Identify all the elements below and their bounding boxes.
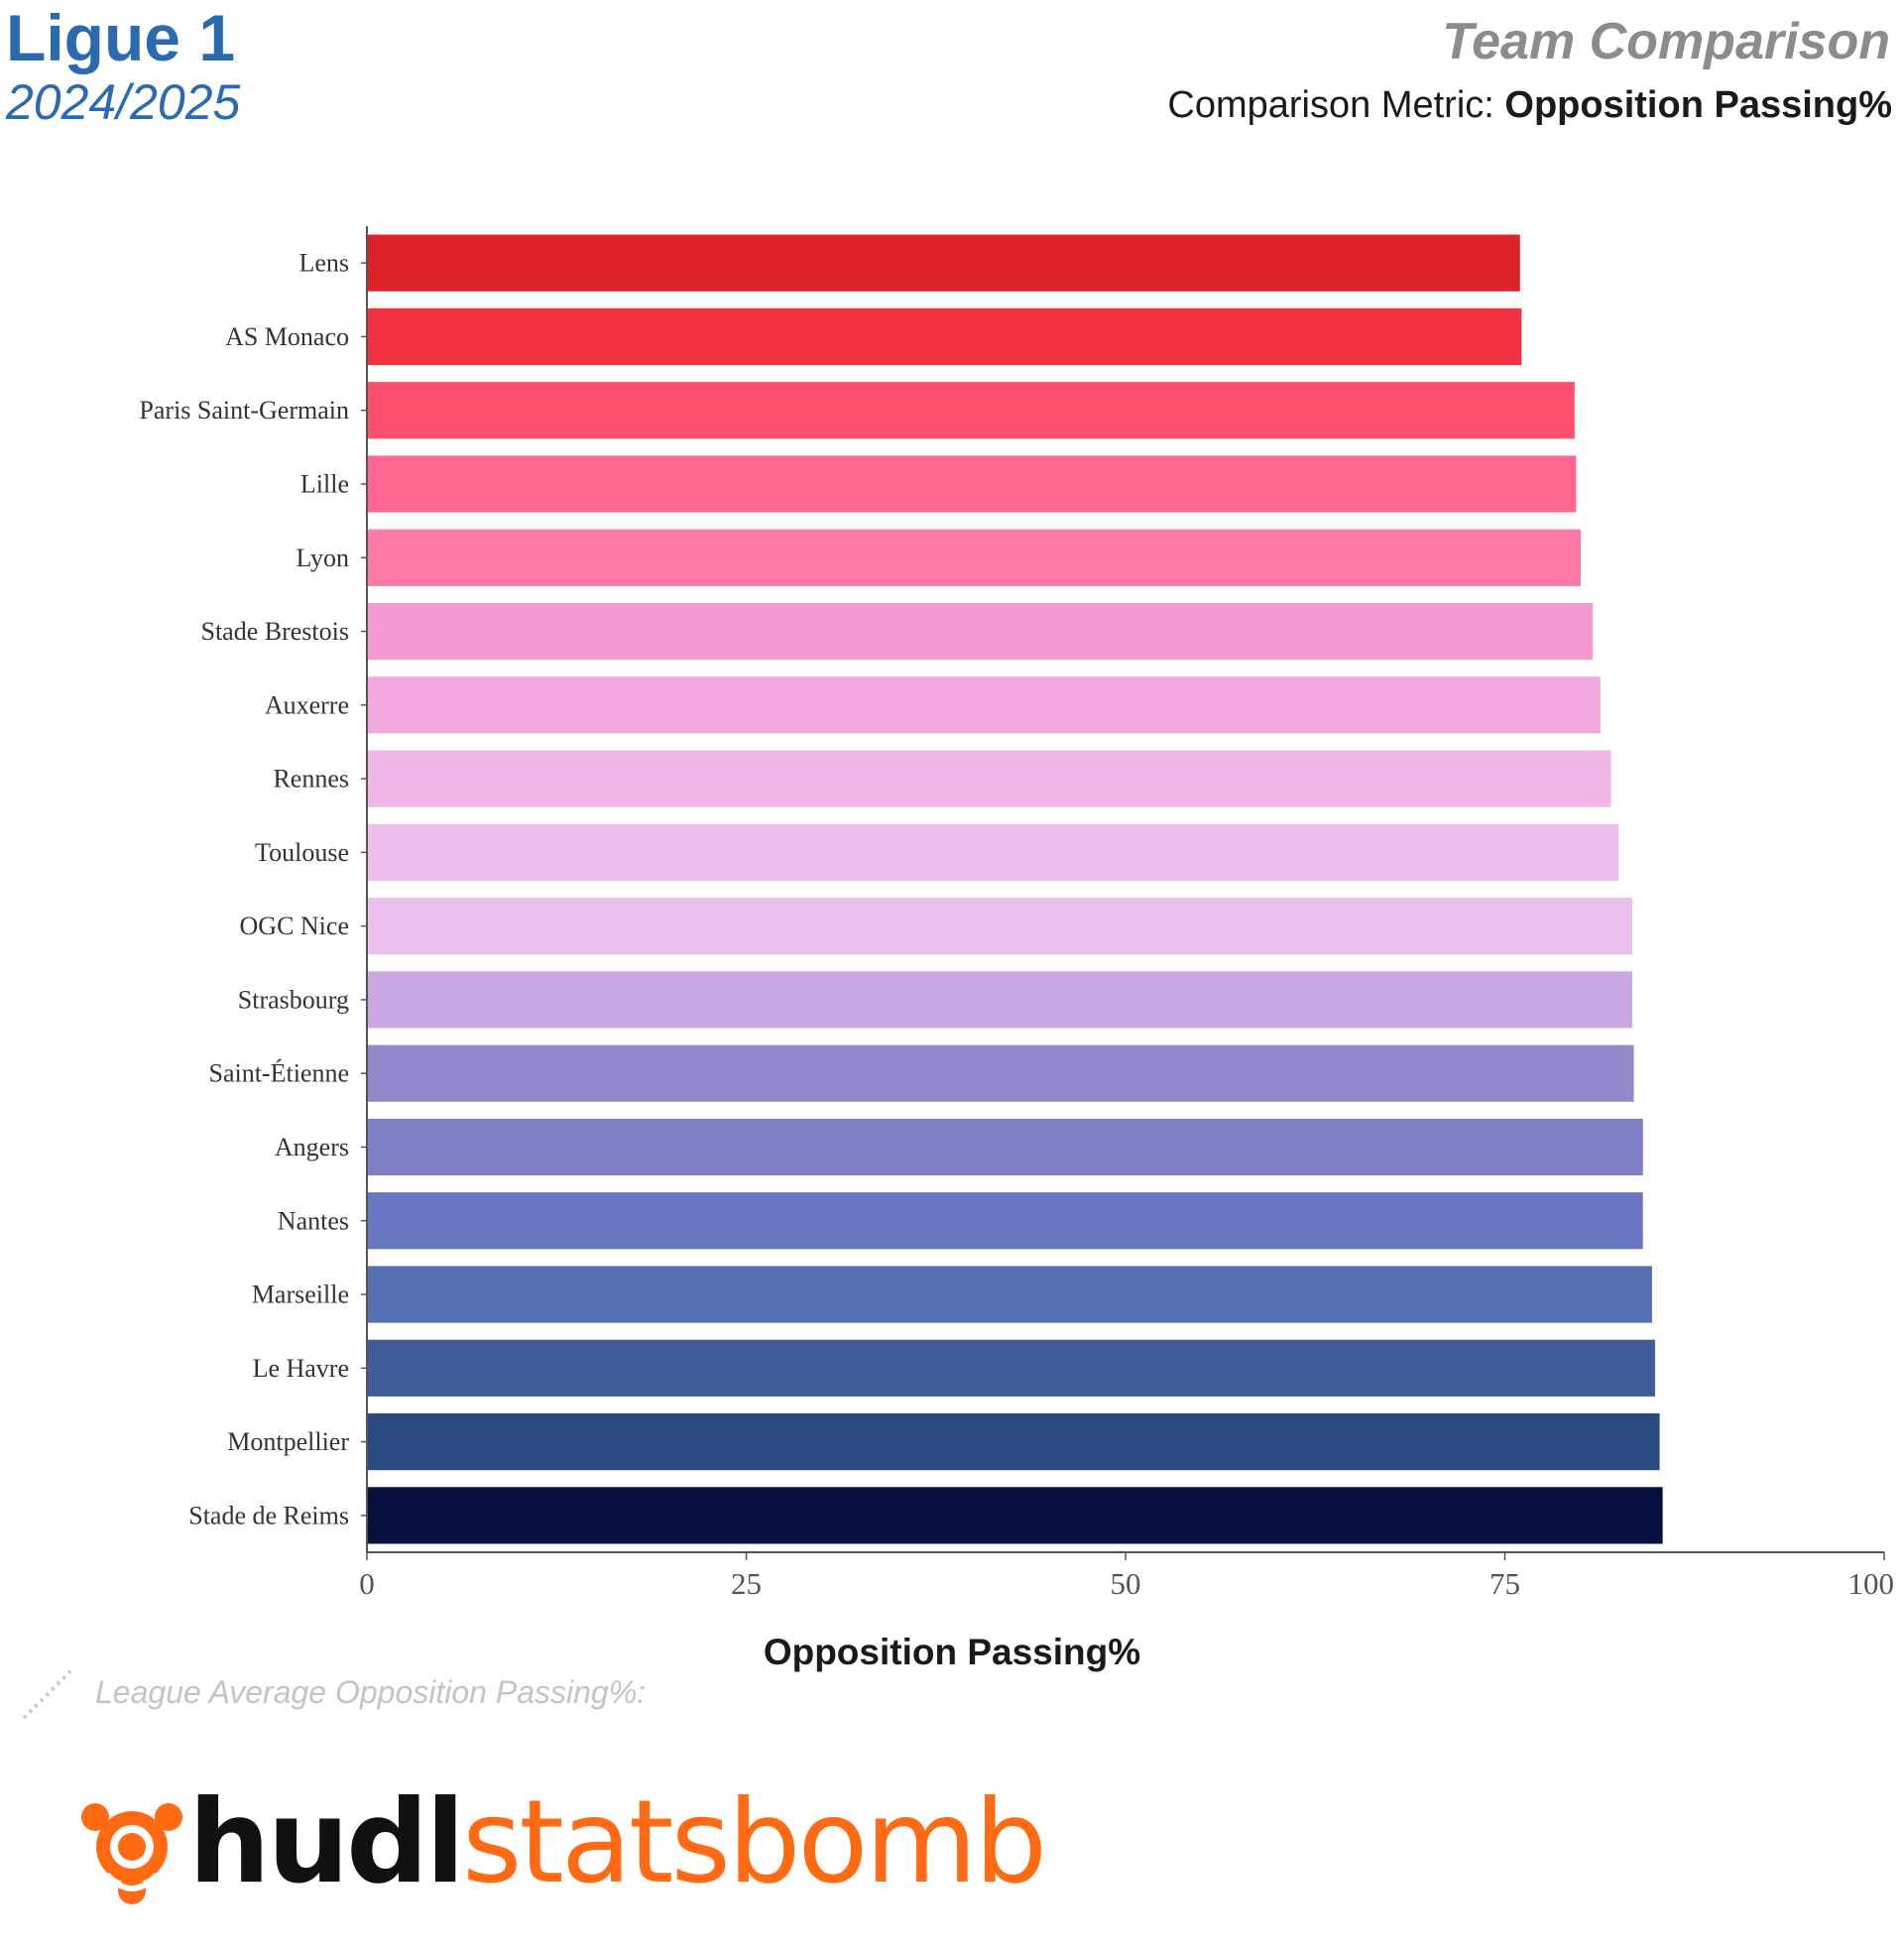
category-label: AS Monaco (225, 322, 349, 351)
category-label: Strasbourg (238, 985, 349, 1014)
statsbomb-bomb-icon (81, 1803, 182, 1904)
league-name: Ligue 1 (6, 1, 236, 74)
bar (368, 1487, 1663, 1544)
bar (368, 1266, 1652, 1323)
category-labels: Lens AS Monaco Paris Saint-Germain Lille Lyo… (139, 249, 349, 1530)
category-label: Stade de Reims (188, 1501, 349, 1529)
bar (368, 971, 1633, 1029)
bar (368, 1192, 1643, 1250)
x-tick-label: 100 (1848, 1566, 1895, 1601)
category-label: Marseille (252, 1281, 349, 1309)
x-tick-label: 50 (1111, 1566, 1141, 1601)
category-label: Montpellier (227, 1427, 349, 1456)
bar (368, 307, 1522, 366)
category-label: Lens (298, 249, 349, 278)
bar (368, 602, 1594, 661)
category-label: Toulouse (255, 838, 349, 867)
x-tick-label: 25 (731, 1566, 762, 1601)
bar (368, 1339, 1655, 1397)
category-label: Angers (275, 1133, 349, 1161)
bar (368, 382, 1575, 439)
category-label: Le Havre (253, 1354, 349, 1383)
logo-wordmark: hudlstatsbomb (188, 1779, 1047, 1906)
comparison-metric: Comparison Metric: Opposition Passing% (1167, 84, 1892, 127)
logo-wordmark-statsbomb: statsbomb (461, 1775, 1047, 1909)
bar-chart: Lens AS Monaco Paris Saint-Germain Lille Lyo… (139, 226, 1894, 1672)
hudl-statsbomb-logo: hudlstatsbomb (77, 1779, 1047, 1914)
league-average-label: League Average Opposition Passing%: (95, 1674, 647, 1710)
category-label: Lyon (297, 544, 349, 572)
bar (368, 823, 1619, 881)
bar (368, 750, 1611, 807)
bar (368, 898, 1633, 955)
comparison-metric-value: Opposition Passing% (1504, 84, 1892, 126)
category-label: Saint-Étienne (208, 1059, 349, 1088)
category-label: OGC Nice (240, 912, 349, 940)
category-label: Nantes (278, 1206, 349, 1235)
x-tick-label: 0 (359, 1566, 375, 1601)
bar (368, 1412, 1660, 1471)
bar (368, 234, 1520, 292)
x-axis: 0 25 50 75 100 (359, 226, 1894, 1601)
chart-title: Team Comparison (1442, 13, 1890, 70)
category-label: Auxerre (265, 690, 349, 719)
category-label: Paris Saint-Germain (139, 396, 349, 425)
bar (368, 1118, 1643, 1176)
x-axis-title: Opposition Passing% (764, 1632, 1140, 1672)
dotted-line-icon (22, 1666, 75, 1720)
bar (368, 529, 1581, 586)
logo-wordmark-hudl: hudl (188, 1775, 465, 1909)
season-label: 2024/2025 (6, 74, 241, 130)
x-tick-label: 75 (1489, 1566, 1520, 1601)
bars-layer (368, 234, 1663, 1544)
comparison-metric-label: Comparison Metric: (1167, 84, 1494, 126)
bar (368, 1044, 1634, 1102)
category-label: Stade Brestois (201, 617, 350, 646)
category-label: Lille (300, 469, 349, 498)
bar (368, 676, 1601, 734)
category-label: Rennes (273, 765, 349, 793)
bar (368, 455, 1577, 513)
